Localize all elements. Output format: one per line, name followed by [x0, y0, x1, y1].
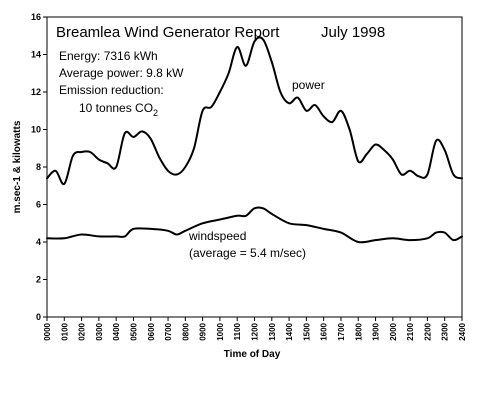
x-tick-label: 0300 [95, 322, 104, 340]
x-axis-ticks: 0000 0100 0200 0300 0400 0500 0600 0700 0800 0900… [43, 317, 467, 341]
y-tick-label: 8 [36, 162, 41, 172]
y-tick-label: 6 [36, 200, 41, 210]
average-power-annotation: Average power: 9.8 kW [59, 66, 184, 80]
energy-annotation: Energy: 7316 kWh [59, 49, 158, 63]
x-tick-label: 1600 [320, 322, 329, 340]
y-tick-label: 2 [36, 275, 41, 285]
x-tick-label: 0100 [60, 322, 69, 340]
plot-area-frame [46, 16, 463, 318]
x-tick-label: 2100 [406, 322, 415, 340]
x-tick-label: 1700 [337, 322, 346, 340]
x-tick-label: 0500 [129, 322, 138, 340]
x-tick-label: 0400 [112, 322, 121, 340]
power-series-label: power [292, 78, 325, 92]
x-tick-label: 1800 [354, 322, 363, 340]
x-tick-label: 2400 [458, 322, 467, 340]
x-tick-label: 2000 [389, 322, 398, 340]
x-tick-label: 0800 [181, 322, 190, 340]
x-tick-label: 2200 [423, 322, 432, 340]
x-tick-label: 0700 [164, 322, 173, 340]
y-tick-label: 4 [36, 237, 41, 247]
x-tick-label: 1400 [285, 322, 294, 340]
y-tick-label: 14 [31, 50, 41, 60]
y-tick-label: 0 [36, 312, 41, 322]
y-tick-label: 16 [31, 12, 41, 22]
y-axis-ticks: 0 2 4 6 8 10 12 14 16 [31, 12, 47, 322]
x-tick-label: 1500 [302, 322, 311, 340]
series-layer [46, 36, 463, 244]
x-tick-label: 1100 [233, 322, 242, 340]
x-tick-label: 1200 [251, 322, 260, 340]
x-tick-label: 1900 [372, 322, 381, 340]
x-tick-label: 0000 [43, 322, 52, 340]
x-tick-label: 0900 [199, 322, 208, 340]
x-tick-label: 0600 [147, 322, 156, 340]
y-tick-label: 10 [31, 125, 41, 135]
chart-title-date: July 1998 [321, 24, 385, 41]
power-series-line [46, 36, 463, 186]
y-tick-label: 12 [31, 87, 41, 97]
x-tick-label: 2300 [441, 322, 450, 340]
emission-value-annotation: 10 tonnes CO2 [79, 101, 158, 118]
windspeed-average-annotation: (average = 5.4 m/sec) [189, 246, 306, 260]
windspeed-series-line [46, 206, 463, 244]
chart-title: Breamlea Wind Generator Report [56, 24, 280, 41]
y-axis-title: m.sec-1 & kilowatts [12, 120, 23, 213]
x-tick-label: 0200 [78, 322, 87, 340]
windspeed-series-label: windspeed [188, 229, 246, 243]
x-tick-label: 1000 [216, 322, 225, 340]
emission-label-annotation: Emission reduction: [59, 83, 164, 97]
x-axis-title: Time of Day [224, 349, 281, 360]
x-tick-label: 1300 [268, 322, 277, 340]
